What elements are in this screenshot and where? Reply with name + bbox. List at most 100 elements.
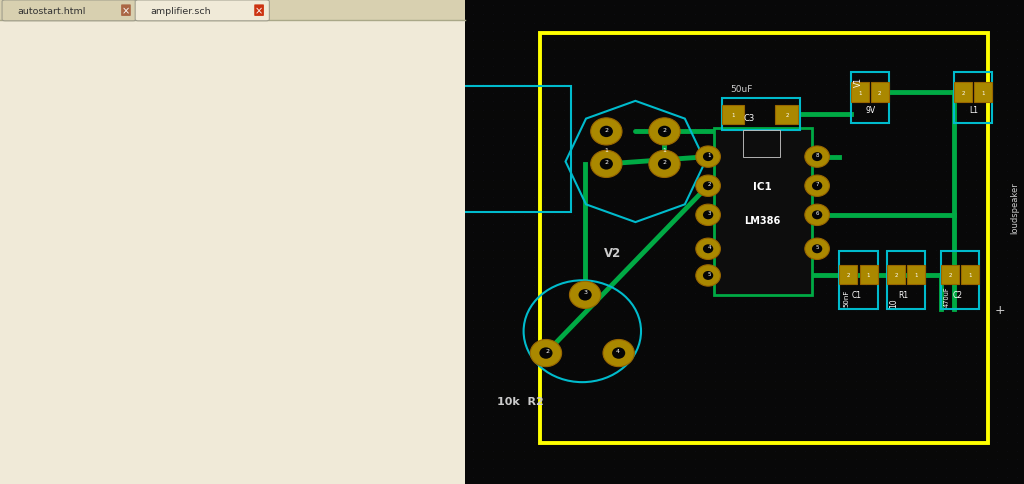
Point <box>525 246 542 254</box>
Point <box>596 368 612 376</box>
Point <box>565 220 582 228</box>
Point <box>262 94 279 102</box>
Point <box>201 357 217 364</box>
Point <box>596 168 612 176</box>
Point <box>15 405 32 413</box>
Point <box>42 250 58 257</box>
Point <box>68 279 84 287</box>
Point <box>447 114 464 121</box>
Point <box>496 107 512 115</box>
Point <box>848 299 864 306</box>
Point <box>556 255 572 263</box>
Point <box>646 151 663 158</box>
Point <box>988 264 1005 272</box>
Point <box>94 65 111 73</box>
Point <box>447 347 464 355</box>
Point <box>546 177 562 184</box>
Point <box>94 191 111 199</box>
Point <box>6 152 23 160</box>
Point <box>42 94 58 102</box>
Point <box>616 81 633 89</box>
Y-axis label: dB(out.V): dB(out.V) <box>32 372 42 422</box>
Point <box>0 201 13 209</box>
Point <box>757 168 773 176</box>
Point <box>515 421 531 428</box>
Point <box>556 90 572 97</box>
Point <box>565 159 582 167</box>
Point <box>359 191 376 199</box>
Point <box>898 20 914 28</box>
Point <box>475 185 492 193</box>
Point <box>777 124 794 132</box>
Point <box>386 114 402 121</box>
Point <box>271 337 288 345</box>
Point <box>350 376 367 384</box>
Point <box>787 473 804 481</box>
Point <box>656 438 673 446</box>
Point <box>113 75 129 83</box>
Point <box>958 20 975 28</box>
Point <box>254 36 270 44</box>
Point <box>978 37 994 45</box>
Point <box>386 230 402 238</box>
Point <box>807 325 823 333</box>
Point <box>636 20 652 28</box>
Point <box>315 318 332 325</box>
Point <box>556 203 572 211</box>
Point <box>857 90 873 97</box>
Point <box>421 191 437 199</box>
Point <box>325 123 341 131</box>
Point <box>50 424 67 432</box>
Point <box>201 133 217 141</box>
Point <box>121 464 137 471</box>
Point <box>386 357 402 364</box>
Point <box>325 269 341 277</box>
Point <box>969 238 985 245</box>
Point <box>646 116 663 123</box>
Point <box>908 81 925 89</box>
Point <box>191 172 208 180</box>
Point <box>138 279 155 287</box>
Point <box>969 212 985 219</box>
Point <box>677 342 693 350</box>
Point <box>77 36 93 44</box>
Point <box>667 464 683 472</box>
Point <box>857 177 873 184</box>
Point <box>50 405 67 413</box>
Point <box>271 230 288 238</box>
Point <box>298 424 314 432</box>
Point <box>787 212 804 219</box>
Point <box>315 464 332 471</box>
Point <box>616 107 633 115</box>
Point <box>656 124 673 132</box>
Text: R1: R1 <box>899 291 909 300</box>
Point <box>103 250 120 257</box>
Point <box>969 290 985 298</box>
Text: 1: 1 <box>731 113 735 118</box>
Point <box>1009 98 1024 106</box>
Point <box>969 20 985 28</box>
Point <box>515 325 531 333</box>
Point <box>777 212 794 219</box>
Point <box>596 185 612 193</box>
Point <box>306 279 323 287</box>
Point <box>848 46 864 54</box>
Point <box>271 347 288 355</box>
Point <box>969 394 985 402</box>
Point <box>138 152 155 160</box>
Point <box>15 250 32 257</box>
Point <box>707 151 723 158</box>
Point <box>86 211 102 219</box>
Point <box>717 72 733 80</box>
Point <box>575 37 592 45</box>
Point <box>546 264 562 272</box>
Point <box>536 212 552 219</box>
Point <box>147 473 164 481</box>
Point <box>717 255 733 263</box>
Point <box>421 201 437 209</box>
Point <box>271 250 288 257</box>
Point <box>746 272 763 280</box>
Point <box>121 424 137 432</box>
Point <box>475 281 492 289</box>
Point <box>377 308 393 316</box>
